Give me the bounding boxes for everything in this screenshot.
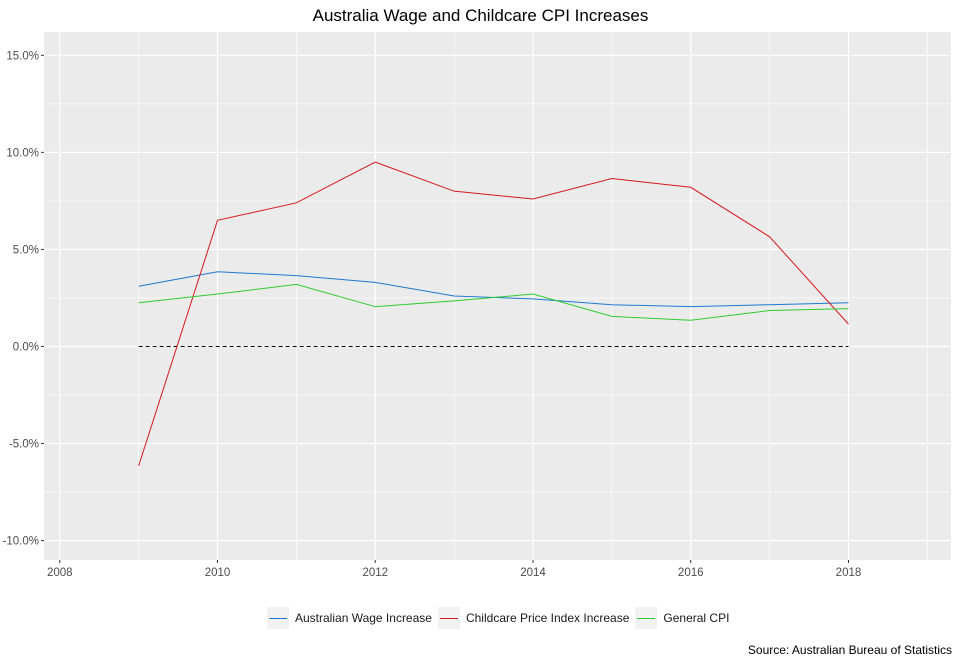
legend-key (267, 607, 289, 629)
series-line-childcare-price-index-increase (138, 161, 849, 467)
x-tick-label: 2010 (205, 567, 231, 579)
chart-title: Australia Wage and Childcare CPI Increas… (312, 6, 649, 25)
legend-label: Childcare Price Index Increase (465, 611, 630, 625)
chart-caption: Source: Australian Bureau of Statistics (747, 643, 952, 657)
y-tick-label: -10.0% (3, 536, 39, 548)
legend-label: Australian Wage Increase (295, 611, 432, 625)
y-tick-label: 10.0% (6, 147, 39, 159)
legend-label: General CPI (663, 611, 730, 625)
y-tick-label: 0.0% (13, 341, 39, 353)
series-line-general-cpi (138, 283, 849, 321)
legend-item: Childcare Price Index Increase (437, 607, 630, 629)
y-tick-label: 15.0% (6, 50, 39, 62)
plot-panel (44, 32, 951, 560)
legend-key (635, 607, 658, 629)
y-tick-label: -5.0% (9, 439, 39, 451)
x-tick-label: 2016 (678, 567, 704, 579)
legend-key (437, 607, 460, 629)
legend-item: General CPI (635, 607, 729, 629)
y-tick-label: 5.0% (13, 244, 39, 256)
x-tick-label: 2018 (836, 567, 862, 579)
x-tick-label: 2012 (362, 567, 388, 579)
x-tick-label: 2014 (520, 567, 546, 579)
legend-item: Australian Wage Increase (267, 607, 432, 629)
legend: Australian Wage Increase Childcare Price … (267, 607, 735, 629)
x-tick-label: 2008 (47, 567, 73, 579)
